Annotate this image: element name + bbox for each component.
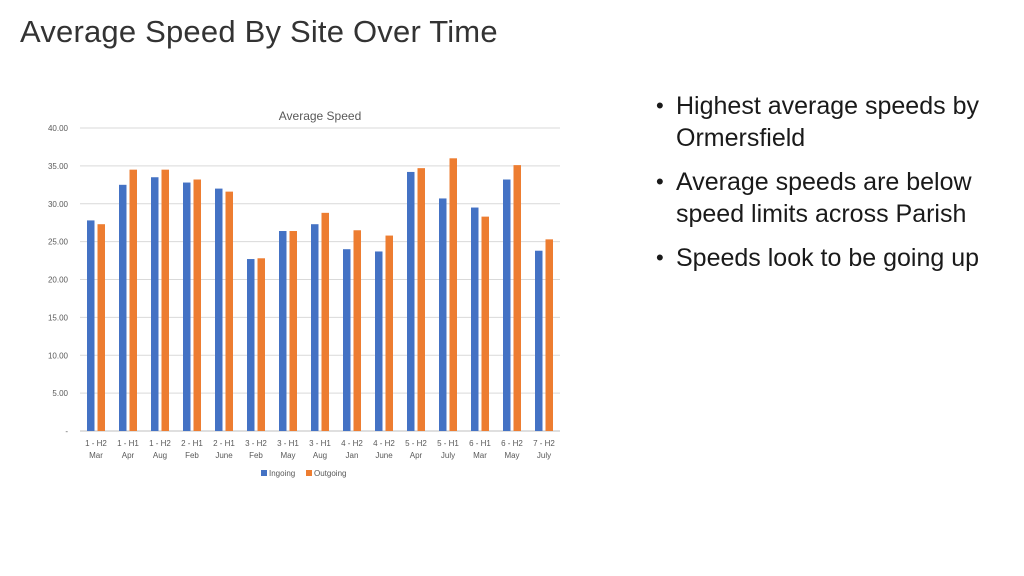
bullet-item: • Highest average speeds by Ormersfield [656,90,996,154]
x-tick-label: 2 - H1 [213,439,235,448]
bullet-list: • Highest average speeds by Ormersfield •… [656,90,996,286]
bullet-icon: • [656,245,664,270]
bar-ingoing [439,198,447,431]
x-tick-label: Feb [185,451,199,460]
x-tick-label: 1 - H1 [117,439,139,448]
x-tick-label: Mar [89,451,103,460]
bar-outgoing [545,239,553,431]
bullet-text: Speeds look to be going up [676,244,980,272]
bar-outgoing [129,169,137,431]
x-tick-label: 6 - H2 [501,439,523,448]
x-tick-label: 3 - H1 [309,439,331,448]
bar-outgoing [353,230,361,431]
bar-outgoing [161,169,169,431]
bullet-text: Average speeds are below speed limits ac… [676,168,972,228]
x-tick-label: 4 - H2 [373,439,395,448]
x-tick-label: July [441,451,455,460]
x-tick-label: 5 - H1 [437,439,459,448]
x-tick-label: 6 - H1 [469,439,491,448]
bar-ingoing [535,250,543,431]
y-tick-label: - [65,427,68,436]
x-tick-label: June [375,451,393,460]
x-tick-label: Feb [249,451,263,460]
x-tick-label: July [537,451,551,460]
bar-outgoing [257,258,265,431]
bar-ingoing [311,224,319,431]
x-tick-label: 3 - H2 [245,439,267,448]
bar-ingoing [87,220,95,431]
x-tick-label: 1 - H2 [149,439,171,448]
bar-outgoing [417,168,425,431]
bullet-item: • Average speeds are below speed limits a… [656,166,996,230]
bar-ingoing [375,251,383,431]
bullet-text: Highest average speeds by Ormersfield [676,92,979,152]
bullet-icon: • [656,169,664,194]
y-tick-label: 40.00 [48,124,69,133]
chart-title: Average Speed [279,109,362,123]
x-tick-label: 1 - H2 [85,439,107,448]
y-tick-label: 20.00 [48,276,69,285]
bar-outgoing [449,158,457,432]
x-tick-label: Aug [313,451,327,460]
bar-outgoing [385,235,393,431]
x-tick-label: Aug [153,451,167,460]
bar-ingoing [119,184,127,431]
x-tick-label: 2 - H1 [181,439,203,448]
average-speed-chart: Average Speed - 5.00 10.00 15.00 20.00 25.00 30… [48,109,560,478]
legend-swatch [261,470,267,476]
bar-ingoing [247,259,255,431]
bar-outgoing [193,179,201,431]
x-tick-label: Apr [122,451,135,460]
legend-swatch [306,470,312,476]
x-tick-label: Apr [410,451,423,460]
bullet-item: • Speeds look to be going up [656,242,996,274]
y-tick-label: 35.00 [48,162,69,171]
bar-ingoing [151,177,159,431]
x-tick-label: May [504,451,519,460]
x-tick-label: May [280,451,295,460]
bar-outgoing [481,216,489,431]
x-tick-label: 4 - H2 [341,439,363,448]
bullet-icon: • [656,93,664,118]
bar-ingoing [343,249,351,431]
legend-label: Outgoing [314,469,346,478]
y-tick-label: 30.00 [48,200,69,209]
bar-outgoing [225,191,233,431]
slide-title: Average Speed By Site Over Time [20,14,498,49]
legend-label: Ingoing [269,469,295,478]
x-tick-label: Mar [473,451,487,460]
bar-ingoing [407,171,415,431]
y-tick-label: 15.00 [48,313,69,322]
bar-ingoing [279,231,287,431]
x-tick-label: 7 - H2 [533,439,555,448]
bar-outgoing [321,212,329,431]
y-tick-label: 10.00 [48,351,69,360]
bar-outgoing [97,224,105,431]
bar-outgoing [289,231,297,431]
bar-outgoing [513,165,521,431]
y-tick-label: 25.00 [48,238,69,247]
x-tick-label: 5 - H2 [405,439,427,448]
x-tick-label: Jan [346,451,359,460]
x-tick-label: June [215,451,233,460]
bar-ingoing [503,179,511,431]
y-tick-label: 5.00 [52,389,68,398]
bar-ingoing [215,188,223,431]
bar-ingoing [471,207,479,431]
x-tick-label: 3 - H1 [277,439,299,448]
bar-ingoing [183,182,191,431]
